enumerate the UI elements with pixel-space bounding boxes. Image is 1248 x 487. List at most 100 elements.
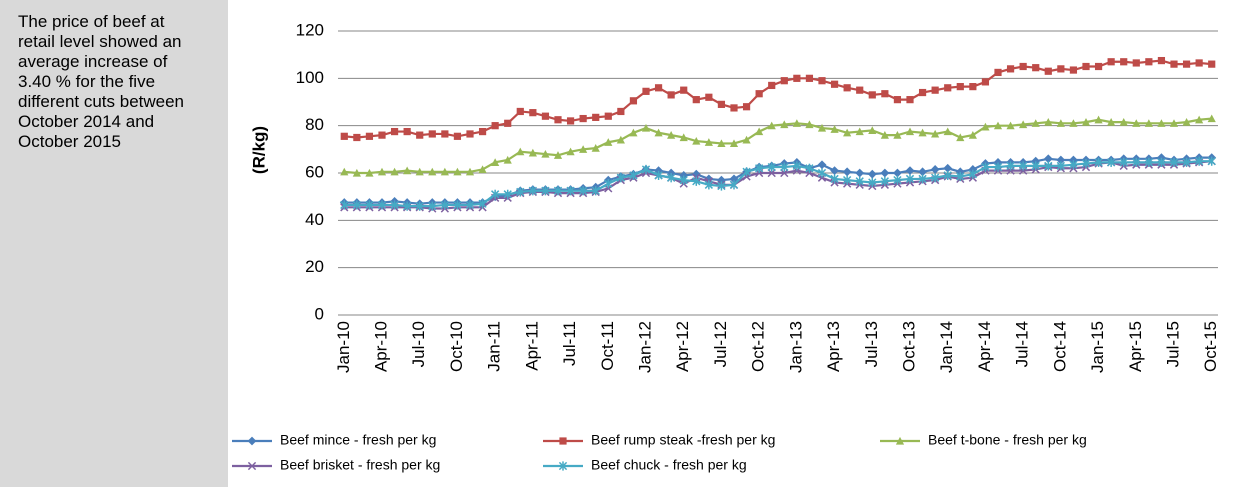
note-text: The price of beef at retail level showed…: [18, 12, 185, 151]
marker: [1169, 119, 1179, 127]
marker: [1195, 115, 1204, 124]
marker: [1132, 119, 1141, 127]
marker-shape: [441, 130, 449, 138]
marker: [792, 161, 801, 171]
marker-shape: [1120, 58, 1128, 66]
marker-shape: [868, 91, 876, 99]
x-tick-label: Apr-11: [522, 321, 541, 371]
marker-shape: [579, 145, 588, 153]
marker: [1094, 115, 1103, 124]
marker: [855, 176, 864, 186]
marker: [579, 145, 588, 153]
marker: [755, 90, 763, 98]
marker: [1006, 161, 1015, 171]
marker: [931, 129, 940, 138]
marker-shape: [943, 163, 953, 173]
marker: [617, 107, 625, 116]
marker: [956, 133, 965, 142]
marker: [390, 200, 399, 210]
marker: [918, 167, 927, 177]
legend-label: Beef chuck - fresh per kg: [591, 457, 747, 473]
marker: [918, 88, 927, 97]
x-tick-label: Jul-15: [1163, 321, 1182, 367]
marker: [629, 97, 638, 105]
marker-shape: [1044, 118, 1053, 126]
marker-shape: [1107, 118, 1116, 126]
marker-shape: [792, 119, 801, 127]
marker-shape: [842, 167, 852, 177]
marker: [428, 130, 436, 138]
marker-shape: [1032, 64, 1040, 72]
marker-shape: [654, 128, 663, 137]
marker-shape: [717, 100, 726, 108]
marker: [968, 131, 977, 139]
marker-shape: [516, 107, 524, 116]
marker-shape: [943, 127, 952, 136]
marker: [981, 162, 990, 172]
legend-label: Beef brisket - fresh per kg: [280, 457, 440, 473]
marker: [704, 138, 713, 146]
marker: [1031, 119, 1040, 127]
marker: [1006, 65, 1015, 73]
marker-shape: [730, 104, 738, 112]
marker-shape: [918, 128, 927, 137]
marker: [817, 123, 827, 132]
marker-shape: [415, 167, 424, 176]
marker-shape: [867, 169, 877, 179]
marker: [453, 167, 462, 176]
marker-shape: [679, 133, 688, 142]
marker-shape: [805, 120, 814, 129]
marker: [1044, 161, 1053, 171]
marker: [415, 167, 424, 176]
marker-shape: [1208, 60, 1216, 68]
x-tick-label: Jul-11: [560, 321, 579, 366]
marker: [428, 167, 437, 176]
marker-shape: [566, 117, 575, 125]
x-tick-label: Oct-12: [749, 321, 768, 372]
marker: [780, 120, 789, 129]
marker-shape: [742, 135, 751, 144]
legend-entry: Beef brisket - fresh per kg: [232, 457, 440, 473]
marker-shape: [629, 97, 638, 105]
marker: [692, 96, 700, 104]
marker-shape: [440, 167, 449, 176]
marker: [830, 166, 839, 176]
marker: [629, 128, 638, 137]
marker: [604, 112, 612, 120]
marker-shape: [956, 83, 964, 91]
marker: [629, 170, 638, 180]
y-tick-label: 120: [296, 20, 324, 39]
marker: [390, 127, 399, 136]
marker-shape: [1056, 119, 1065, 127]
marker-shape: [478, 127, 487, 136]
marker-shape: [465, 167, 475, 176]
marker-shape: [642, 87, 650, 95]
marker-shape: [641, 123, 651, 132]
marker-shape: [541, 112, 550, 120]
marker: [604, 179, 613, 189]
marker: [918, 128, 927, 137]
marker-shape: [830, 80, 839, 88]
marker: [692, 136, 701, 145]
marker-shape: [529, 109, 537, 117]
marker: [705, 93, 713, 101]
marker: [566, 147, 575, 156]
marker: [830, 174, 839, 184]
marker-shape: [365, 168, 374, 177]
marker: [993, 162, 1003, 172]
marker: [428, 201, 437, 211]
marker: [1132, 59, 1140, 67]
marker-shape: [704, 138, 713, 146]
marker-shape: [247, 436, 257, 446]
marker: [943, 170, 952, 180]
marker: [843, 128, 852, 137]
marker: [1094, 157, 1103, 167]
marker: [792, 119, 801, 127]
marker: [679, 133, 688, 142]
marker-shape: [994, 68, 1002, 77]
marker: [1169, 157, 1179, 167]
marker-shape: [453, 167, 462, 176]
marker: [1145, 58, 1153, 66]
marker-shape: [528, 148, 537, 157]
marker: [867, 169, 877, 179]
